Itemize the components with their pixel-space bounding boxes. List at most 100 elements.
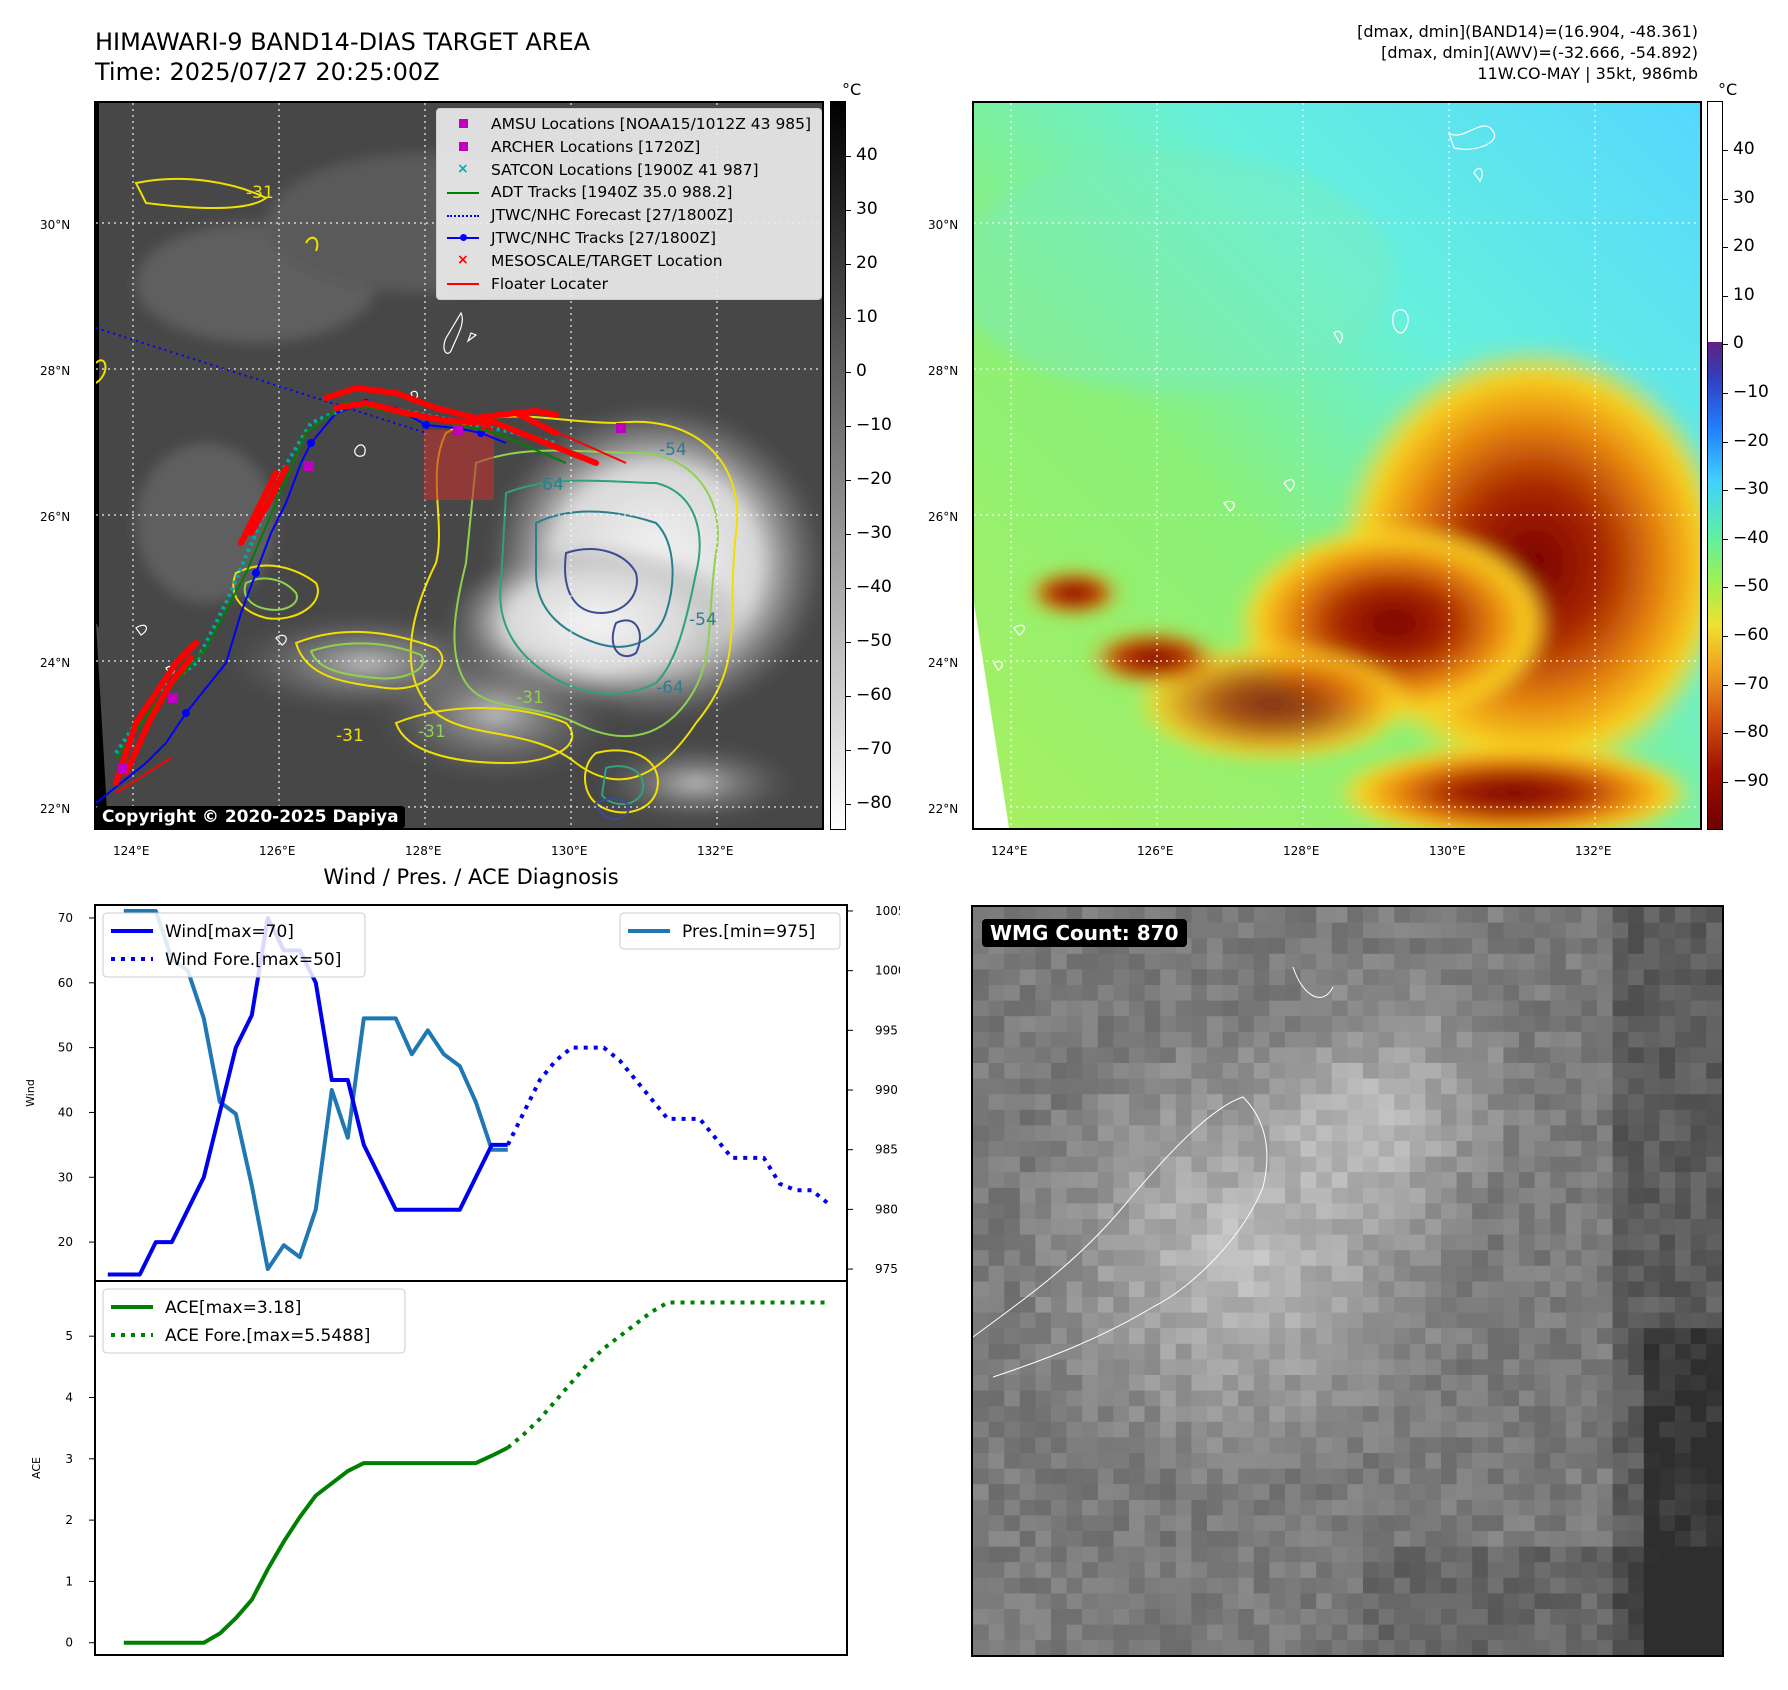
legend-satcon: × SATCON Locations [1900Z 41 987] [445,159,813,182]
colorbar-tick-label: −80 [856,793,892,813]
figure-title-line1: HIMAWARI-9 BAND14-DIAS TARGET AREA [95,28,591,56]
awv-lon-label-128e: 128°E [1283,844,1320,858]
lat-label-30n: 30°N [40,218,71,232]
lon-label-128e: 128°E [405,844,442,858]
figure-title-line2: Time: 2025/07/27 20:25:00Z [95,58,440,86]
lon-label-126e: 126°E [259,844,296,858]
contour-label: -31 [336,726,364,746]
colorbar-tick-label: 20 [856,253,878,273]
wmg-count-badge: WMG Count: 870 [982,919,1187,947]
contour-label: -31 [418,722,446,742]
pressure-axis-tick-label: 995 [875,1023,898,1037]
awv-lon-label-124e: 124°E [991,844,1028,858]
colorbar-tick-mark [846,804,851,805]
colorbar-tick-label: −80 [1733,722,1769,743]
colorbar-tick-mark [846,534,851,535]
colorbar-tick-mark [846,156,851,157]
legend-mesoscale: × MESOSCALE/TARGET Location [445,250,813,273]
awv-colorbar [1707,101,1723,830]
wind-axis-tick-label: 40 [58,1105,73,1119]
colorbar-tick-mark [846,426,851,427]
dotted-line-icon [445,205,481,227]
colorbar-tick-label: −10 [1733,382,1769,402]
colorbar-tick-label: −40 [1733,527,1769,548]
wind-axis-label: Wind [24,1079,37,1107]
colorbar-tick-mark [1723,587,1728,589]
awv-lat-label-22n: 22°N [928,802,959,816]
pressure-axis-tick-label: 1005 [875,904,900,918]
colorbar-tick-mark [846,750,851,751]
colorbar-tick-label: −30 [1733,479,1769,500]
colorbar-tick-label: −50 [856,631,892,651]
wmg-coastline [973,966,1334,1378]
lon-label-130e: 130°E [551,844,588,858]
legend-label: SATCON Locations [1900Z 41 987] [491,160,759,179]
colorbar-tick-mark [846,210,851,211]
wind-forecast-line [506,1045,830,1205]
awv-lon-label-132e: 132°E [1575,844,1612,858]
ace-line [123,1445,509,1645]
colorbar-tick-mark [1723,344,1728,346]
colorbar-tick-mark [1723,781,1728,783]
colorbar-tick-label: −50 [1733,576,1769,597]
ace-axes-frame [94,1280,848,1656]
legend-label: MESOSCALE/TARGET Location [491,251,723,270]
colorbar-tick-label: −90 [1733,770,1769,791]
legend-jtwc-tracks: JTWC/NHC Tracks [27/1800Z] [445,227,813,250]
colorbar-tick-mark [1723,538,1728,540]
lon-label-132e: 132°E [697,844,734,858]
awv-lat-label-26n: 26°N [928,510,959,524]
contour-label: -64 [656,678,684,698]
pressure-axis-tick-label: 990 [875,1083,898,1097]
colorbar-tick-mark [846,642,851,643]
awv-colorbar-unit: °C [1718,80,1738,99]
colorbar-tick-label: 10 [856,307,878,327]
x-marker-icon: × [457,160,469,177]
awv-satellite-panel [972,101,1702,830]
colorbar-tick-label: 0 [1733,333,1744,354]
ace-axis-tick-label: 0 [65,1636,73,1650]
colorbar-tick-mark [1723,733,1728,735]
contour-label: -31 [246,183,274,203]
wind-axis-tick-label: 70 [58,911,73,925]
dmax-dmin-band14: [dmax, dmin](BAND14)=(16.904, -48.361) [1357,22,1698,41]
colorbar-tick-label: 10 [1733,284,1755,305]
awv-lon-label-126e: 126°E [1137,844,1174,858]
ace-axis-tick-label: 3 [65,1452,73,1466]
colorbar-tick-mark [1723,150,1728,151]
x-marker-icon: × [457,252,469,269]
ace-axis-tick-label: 4 [65,1390,73,1404]
lon-label-124e: 124°E [113,844,150,858]
wind-axis-tick-label: 30 [58,1170,73,1184]
line-dot-icon [445,227,481,249]
colorbar-tick-mark [1723,198,1728,200]
ace-axis-tick-label: 5 [65,1329,73,1343]
colorbar-tick-mark [1723,636,1728,637]
dmax-dmin-awv: [dmax, dmin](AWV)=(-32.666, -54.892) [1381,43,1698,62]
colorbar-tick-label: 40 [1733,139,1755,159]
awv-satellite-image [974,103,1700,828]
pressure-legend-box [619,912,841,950]
ace-legend-box [102,1288,406,1354]
colorbar-tick-label: 0 [856,361,867,381]
colorbar-tick-label: −30 [856,523,892,543]
ir-legend: AMSU Locations [NOAA15/1012Z 43 985] ARC… [436,108,822,301]
colorbar-tick-label: −70 [1733,673,1769,694]
contour-label: -64 [536,475,564,495]
colorbar-tick-mark [1723,441,1728,443]
contour-label: -31 [516,688,544,708]
contour-label: -54 [659,440,687,460]
colorbar-tick-label: −20 [856,469,892,489]
ace-axis-tick-label: 1 [65,1574,73,1588]
awv-lat-label-24n: 24°N [928,656,959,670]
awv-lat-label-30n: 30°N [928,218,959,232]
awv-lon-label-130e: 130°E [1429,844,1466,858]
colorbar-tick-mark [846,696,851,697]
legend-label: JTWC/NHC Forecast [27/1800Z] [491,206,734,225]
colorbar-tick-mark [846,318,851,319]
ace-axis-tick-label: 2 [65,1513,73,1527]
lat-label-26n: 26°N [40,510,71,524]
wind-legend-label: Wind[max=70] [165,922,294,942]
legend-amsu: AMSU Locations [NOAA15/1012Z 43 985] [445,113,813,136]
